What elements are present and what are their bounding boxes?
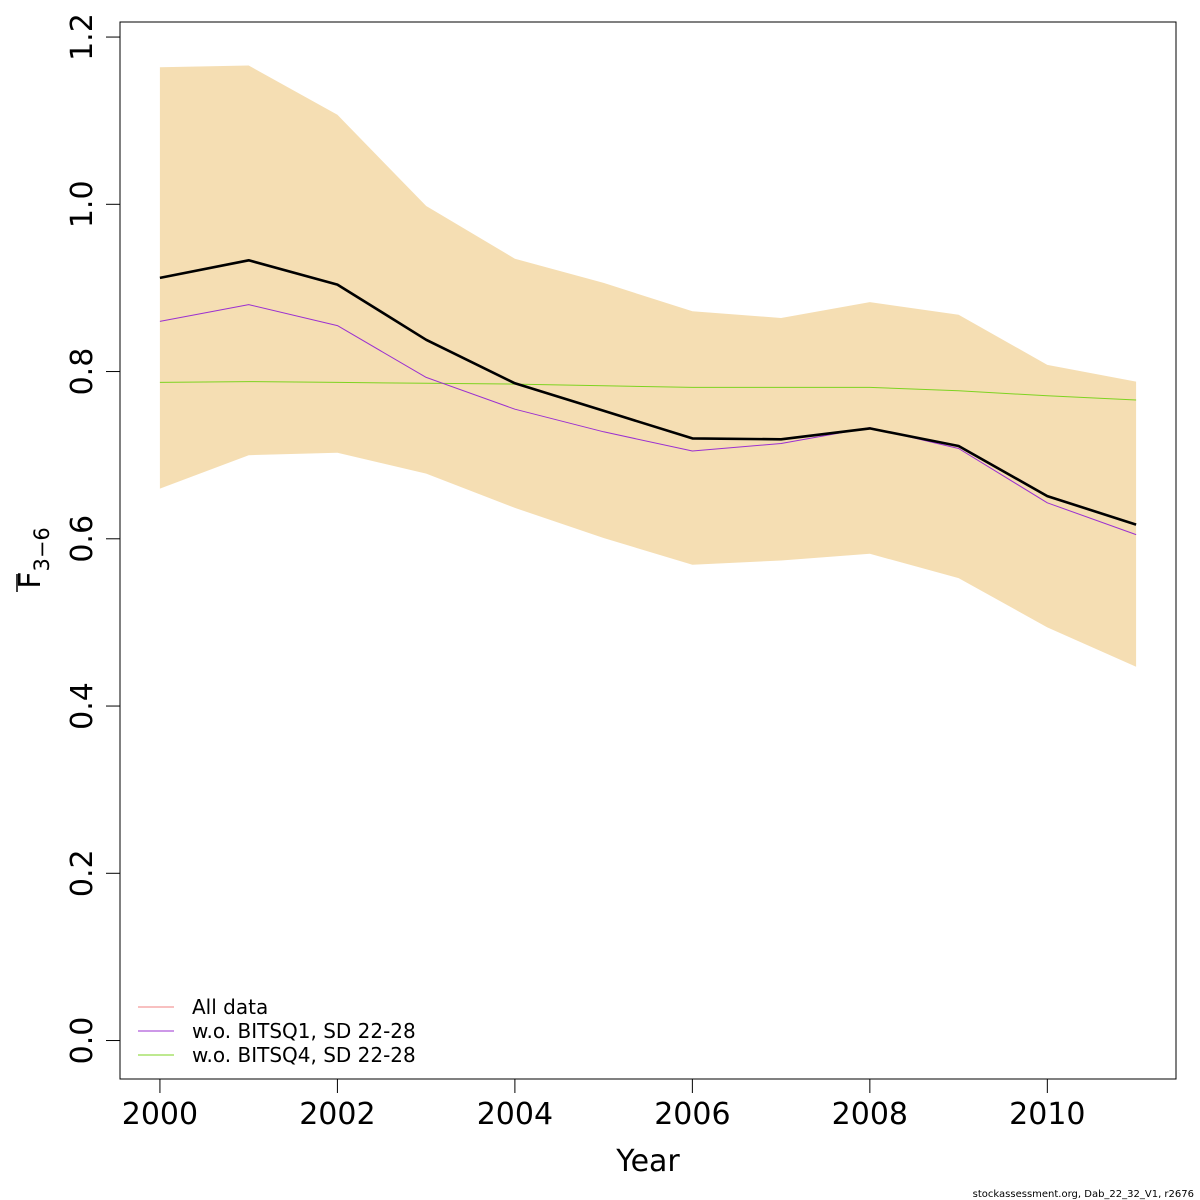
y-tick-label: 0.2 bbox=[65, 849, 100, 897]
series-line-0 bbox=[159, 258, 1137, 526]
confidence-band bbox=[159, 65, 1137, 667]
series-layer bbox=[159, 258, 1137, 536]
x-tick-label: 2000 bbox=[122, 1097, 198, 1132]
y-tick-label: 0.6 bbox=[65, 515, 100, 563]
x-tick-label: 2004 bbox=[477, 1097, 553, 1132]
y-tick-label: 0.8 bbox=[65, 348, 100, 396]
y-axis-title-main: F bbox=[13, 572, 48, 589]
legend-label: w.o. BITSQ4, SD 22-28 bbox=[192, 1043, 416, 1067]
y-tick-label: 0.0 bbox=[65, 1017, 100, 1065]
x-axis: 2000 2002 2004 2006 2008 2010 bbox=[122, 1078, 1086, 1132]
x-tick-label: 2008 bbox=[832, 1097, 908, 1132]
y-axis-title-sub: 3−6 bbox=[30, 527, 54, 571]
y-tick-label: 0.4 bbox=[65, 682, 100, 730]
x-tick-label: 2006 bbox=[654, 1097, 730, 1132]
x-tick-label: 2002 bbox=[299, 1097, 375, 1132]
x-tick-label: 2010 bbox=[1009, 1097, 1085, 1132]
legend-label: w.o. BITSQ1, SD 22-28 bbox=[192, 1019, 416, 1043]
series-line-2 bbox=[159, 381, 1137, 401]
y-axis-title: F3−6 bbox=[13, 527, 54, 592]
y-tick-label: 1.0 bbox=[65, 180, 100, 228]
series-line-1 bbox=[159, 304, 1137, 536]
y-tick-label: 1.2 bbox=[65, 13, 100, 61]
svg-text:F3−6: F3−6 bbox=[13, 527, 54, 589]
legend-label: All data bbox=[192, 995, 268, 1019]
y-axis: 0.0 0.2 0.4 0.6 0.8 1.0 1.2 bbox=[65, 13, 121, 1065]
confidence-band-layer bbox=[159, 65, 1137, 667]
footer-caption: stockassessment.org, Dab_22_32_V1, r2676 bbox=[973, 1189, 1194, 1200]
x-axis-title: Year bbox=[615, 1144, 680, 1179]
